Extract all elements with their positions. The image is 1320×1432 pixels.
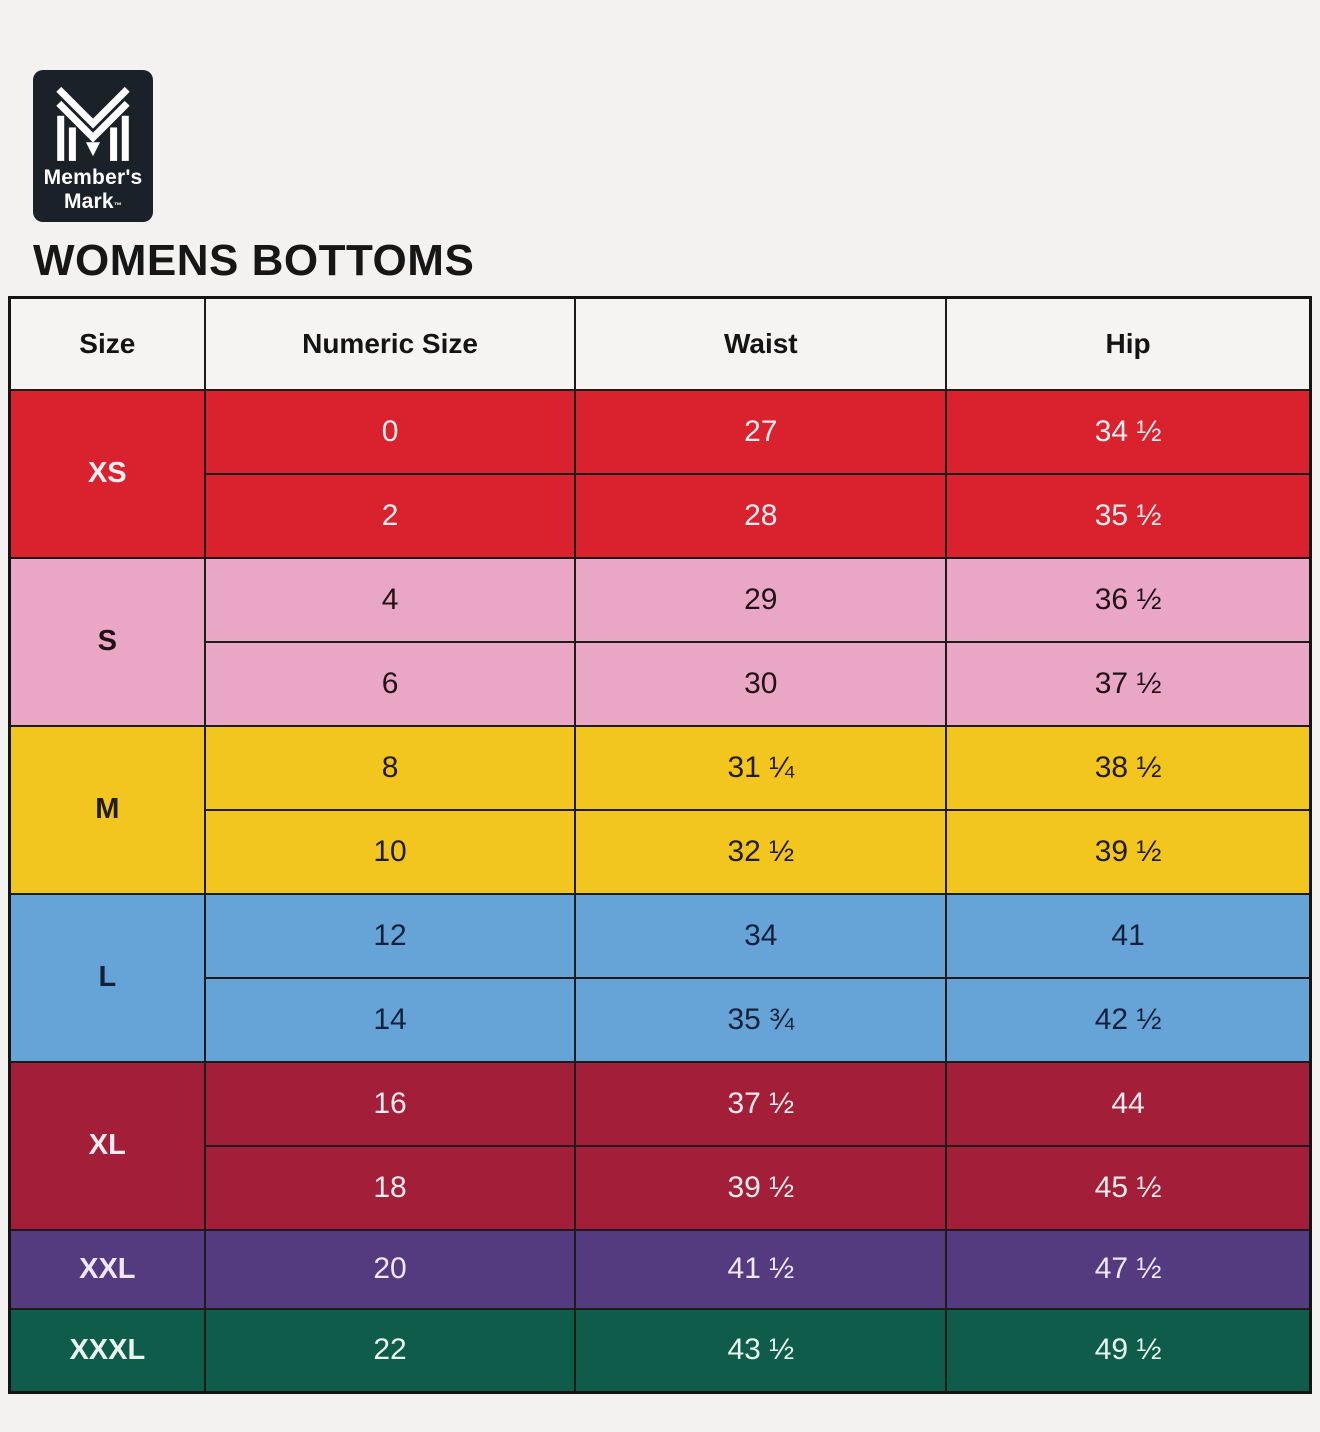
header-size: Size bbox=[8, 296, 206, 391]
logo-brand-text: Member's Mark™ bbox=[44, 166, 143, 218]
table-row-xl-1: XL 16 37 ½ 44 bbox=[8, 1060, 1312, 1231]
numeric-size-cell: 6 bbox=[203, 640, 577, 727]
hip-cell: 42 ½ bbox=[945, 976, 1312, 1063]
hip-cell: 44 bbox=[945, 1060, 1312, 1147]
table-row-xl-2: 18 39 ½ 45 ½ bbox=[10, 1144, 1312, 1231]
table-row-xs-1: XS 0 27 34 ½ bbox=[8, 388, 1312, 559]
table-row-s-1: S 4 29 36 ½ bbox=[8, 556, 1312, 727]
waist-cell: 35 ¾ bbox=[574, 976, 948, 1063]
waist-cell: 31 ¼ bbox=[574, 724, 948, 811]
hip-cell: 38 ½ bbox=[945, 724, 1312, 811]
numeric-size-cell: 0 bbox=[203, 388, 577, 475]
hip-cell: 49 ½ bbox=[945, 1307, 1312, 1394]
numeric-size-cell: 10 bbox=[203, 808, 577, 895]
table-row-m-2: 10 32 ½ 39 ½ bbox=[10, 808, 1312, 895]
waist-cell: 28 bbox=[574, 472, 948, 559]
numeric-size-cell: 16 bbox=[203, 1060, 577, 1147]
numeric-size-cell: 8 bbox=[203, 724, 577, 811]
logo-line2: Mark bbox=[63, 190, 114, 213]
numeric-size-cell: 22 bbox=[203, 1307, 577, 1394]
numeric-size-cell: 18 bbox=[203, 1144, 577, 1231]
waist-cell: 27 bbox=[574, 388, 948, 475]
header-hip: Hip bbox=[945, 296, 1312, 391]
header-row: Size Numeric Size Waist Hip bbox=[8, 296, 1312, 391]
size-label-m: M bbox=[8, 724, 206, 895]
table-row-l-2: 14 35 ¾ 42 ½ bbox=[10, 976, 1312, 1063]
size-label-xxxl: XXXL bbox=[8, 1307, 206, 1394]
members-mark-m-icon bbox=[56, 86, 130, 161]
waist-cell: 41 ½ bbox=[574, 1228, 948, 1310]
waist-cell: 39 ½ bbox=[574, 1144, 948, 1231]
hip-cell: 39 ½ bbox=[945, 808, 1312, 895]
size-label-xs: XS bbox=[8, 388, 206, 559]
hip-cell: 37 ½ bbox=[945, 640, 1312, 727]
table-row-xs-2: 2 28 35 ½ bbox=[10, 472, 1312, 559]
size-label-xxl: XXL bbox=[8, 1228, 206, 1310]
numeric-size-cell: 14 bbox=[203, 976, 577, 1063]
table-row-l-1: L 12 34 41 bbox=[8, 892, 1312, 1063]
hip-cell: 47 ½ bbox=[945, 1228, 1312, 1310]
size-label-xl: XL bbox=[8, 1060, 206, 1231]
numeric-size-cell: 20 bbox=[203, 1228, 577, 1310]
table-row-s-2: 6 30 37 ½ bbox=[10, 640, 1312, 727]
waist-cell: 30 bbox=[574, 640, 948, 727]
table-row-xxl: XXL 20 41 ½ 47 ½ bbox=[8, 1228, 1312, 1310]
numeric-size-cell: 4 bbox=[203, 556, 577, 643]
header-numeric-size: Numeric Size bbox=[203, 296, 577, 391]
hip-cell: 45 ½ bbox=[945, 1144, 1312, 1231]
numeric-size-cell: 12 bbox=[203, 892, 577, 979]
waist-cell: 37 ½ bbox=[574, 1060, 948, 1147]
hip-cell: 41 bbox=[945, 892, 1312, 979]
numeric-size-cell: 2 bbox=[203, 472, 577, 559]
trademark-symbol: ™ bbox=[113, 201, 122, 210]
header-waist: Waist bbox=[574, 296, 948, 391]
hip-cell: 36 ½ bbox=[945, 556, 1312, 643]
logo-line1: Member's bbox=[43, 166, 143, 189]
waist-cell: 32 ½ bbox=[574, 808, 948, 895]
table-row-xxxl: XXXL 22 43 ½ 49 ½ bbox=[8, 1307, 1312, 1394]
page-title: WOMENS BOTTOMS bbox=[33, 236, 475, 285]
size-chart-table: Size Numeric Size Waist Hip XS 0 27 34 ½… bbox=[8, 296, 1312, 1394]
waist-cell: 34 bbox=[574, 892, 948, 979]
members-mark-logo: Member's Mark™ bbox=[33, 70, 153, 222]
size-label-l: L bbox=[8, 892, 206, 1063]
size-label-s: S bbox=[8, 556, 206, 727]
waist-cell: 29 bbox=[574, 556, 948, 643]
hip-cell: 34 ½ bbox=[945, 388, 1312, 475]
hip-cell: 35 ½ bbox=[945, 472, 1312, 559]
table-row-m-1: M 8 31 ¼ 38 ½ bbox=[8, 724, 1312, 895]
waist-cell: 43 ½ bbox=[574, 1307, 948, 1394]
